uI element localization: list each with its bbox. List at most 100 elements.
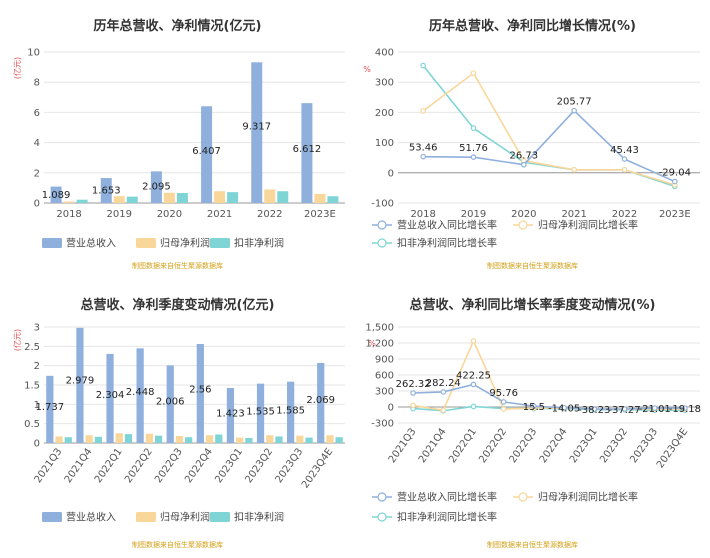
annual-revenue-panel: 历年总营收、净利情况(亿元) (亿元) 0 2 4 6 8 10 2018 2019 2020 202…: [0, 0, 355, 279]
chart-title: 历年总营收、净利同比增长情况(%): [429, 18, 636, 34]
data-point: [500, 399, 507, 405]
legend-label: 营业总收入: [66, 511, 116, 524]
x-tick-label: 2023Q1: [568, 426, 600, 465]
data-label: 1.423: [216, 409, 245, 420]
bar: [63, 201, 75, 203]
y-tick-label: 0.5: [24, 419, 40, 430]
legend-label: 归母净利润同比增长率: [538, 491, 638, 504]
x-tick-label: 2022Q1: [447, 426, 479, 465]
bar: [176, 193, 188, 203]
quarterly-revenue-panel: 总营收、净利季度变动情况(亿元) (亿元) 0 0.5 1 1.5 2 2.5 3 2021Q3 2…: [0, 279, 355, 558]
y-tick-label: 300: [375, 387, 394, 398]
data-point: [621, 156, 628, 162]
data-label: -37.27: [608, 405, 640, 416]
legend-label: 营业总收入: [66, 237, 116, 250]
bar: [287, 381, 295, 443]
data-point: [470, 381, 477, 388]
legend-swatch: [136, 512, 156, 522]
x-tick-label: 2021: [561, 209, 586, 220]
bar: [76, 199, 88, 203]
bar: [317, 362, 325, 443]
source-note: 制图数据来自恒生聚源数据库: [487, 261, 578, 270]
data-label: 1.585: [276, 405, 305, 416]
bar: [136, 348, 144, 443]
y-tick-label: 6: [34, 108, 40, 119]
x-tick-label: 2022: [257, 209, 282, 220]
data-point: [440, 407, 447, 414]
quarterly-revenue-chart: 总营收、净利季度变动情况(亿元)(亿元)00.511.522.532021Q32…: [12, 297, 345, 549]
bar: [124, 434, 133, 443]
x-tick-label: 2021Q4: [63, 446, 95, 485]
legend-marker: [518, 220, 528, 230]
x-tick-label: 2022: [612, 209, 637, 220]
bar: [301, 103, 313, 203]
bar: [55, 436, 63, 443]
y-tick-label: 3: [34, 323, 40, 334]
data-point: [470, 403, 477, 410]
x-tick-label: 2021: [207, 209, 232, 220]
bar: [326, 435, 334, 443]
source-note: 制图数据来自恒生聚源数据库: [487, 540, 578, 549]
data-point: [420, 153, 426, 160]
legend-swatch: [210, 238, 230, 248]
data-point: [561, 404, 567, 411]
data-point: [470, 125, 477, 131]
bar: [175, 436, 184, 443]
data-label: 9.317: [242, 122, 271, 133]
y-tick-label: 10: [27, 48, 40, 59]
legend-swatch: [42, 512, 62, 522]
bar: [296, 435, 304, 443]
y-axis-unit: (亿元): [12, 329, 22, 351]
bar: [76, 327, 84, 443]
bar: [163, 192, 175, 203]
data-label: 1.535: [246, 406, 275, 417]
legend-swatch: [136, 238, 156, 248]
bar: [106, 353, 114, 443]
data-point: [410, 390, 416, 396]
data-label: -29.04: [659, 168, 691, 179]
bar: [314, 193, 326, 203]
y-tick-label: 8: [34, 78, 40, 89]
y-tick-label: 2: [34, 361, 40, 372]
data-point: [571, 166, 577, 173]
series-line: [423, 109, 676, 183]
legend-label: 扣非净利润同比增长率: [397, 511, 497, 524]
data-label: 26.73: [510, 151, 539, 162]
data-label: -38.23: [578, 405, 610, 416]
bar: [205, 435, 214, 443]
bar: [145, 433, 153, 443]
annual-growth-chart: 历年总营收、净利同比增长情况(%)% -100 0 100 200 300 400 2018 2…: [363, 18, 700, 270]
data-label: 422.25: [456, 370, 491, 381]
data-point: [591, 406, 598, 412]
bar: [277, 191, 289, 203]
data-label: 6.612: [293, 144, 322, 155]
x-tick-label: 2022Q3: [153, 446, 185, 485]
bar: [85, 435, 93, 443]
data-point: [521, 161, 527, 168]
x-tick-label: 2018: [410, 209, 435, 220]
data-label: 53.46: [409, 143, 438, 154]
x-tick-label: 2021Q3: [387, 426, 419, 465]
quarterly-growth-panel: 总营收、净利同比增长率季度变动情况(%)% -300 0 300 600 900 1,200…: [355, 279, 710, 558]
x-tick-label: 2023Q4E: [300, 446, 335, 490]
legend-marker: [377, 238, 387, 248]
bar: [214, 191, 226, 203]
y-tick-label: 2.5: [24, 342, 40, 353]
data-label: 1.653: [92, 185, 121, 196]
bar: [100, 178, 112, 203]
bar: [64, 437, 72, 443]
chart-title: 总营收、净利季度变动情况(亿元): [81, 297, 275, 313]
bar: [185, 437, 193, 443]
legend-label: 扣非净利润: [234, 511, 284, 524]
x-tick-label: 2021Q3: [33, 446, 65, 485]
x-tick-label: 2020: [511, 209, 536, 220]
y-tick-label: 1.5: [24, 381, 40, 392]
bar: [113, 196, 125, 203]
bar: [335, 437, 343, 443]
data-label: 1.737: [36, 402, 65, 413]
bar: [256, 383, 265, 443]
data-point: [682, 405, 688, 411]
y-tick-label: 300: [375, 78, 394, 89]
y-tick-label: 100: [375, 138, 394, 149]
x-tick-label: 2023Q4E: [655, 426, 690, 470]
